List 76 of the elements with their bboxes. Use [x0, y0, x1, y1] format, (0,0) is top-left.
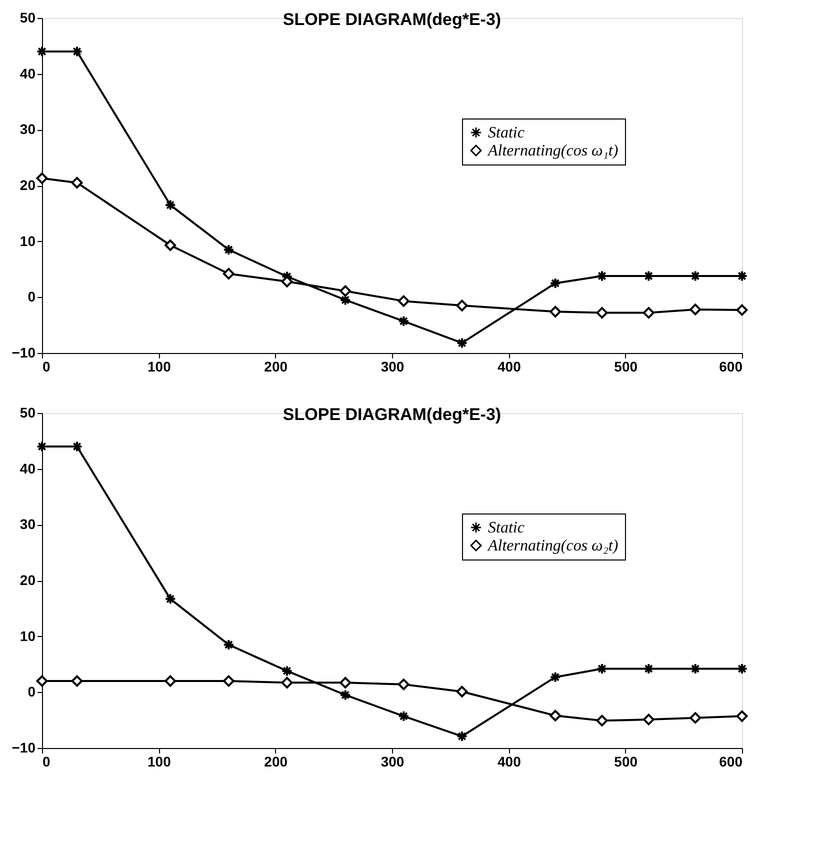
x-tick-label: 200 [264, 754, 288, 770]
point [456, 730, 468, 742]
point [596, 714, 608, 726]
x-tick-label: 400 [497, 358, 522, 374]
point [596, 307, 608, 319]
y-tick-label: 0 [28, 684, 36, 700]
point [222, 638, 234, 650]
x-tick-label: 300 [380, 358, 404, 374]
point [550, 671, 562, 683]
x-tick-label: 200 [264, 358, 288, 374]
y-tick-label: 0 [28, 288, 36, 305]
y-tick-label: 10 [20, 232, 36, 249]
point [398, 678, 410, 690]
point [36, 172, 48, 184]
point [281, 676, 293, 688]
point [456, 337, 468, 349]
x-tick-label: 400 [497, 754, 522, 770]
x-tick-label: 0 [42, 754, 50, 770]
chart-title: SLOPE DIAGRAM(deg*E-3) [282, 10, 502, 29]
point [550, 277, 562, 289]
point [340, 294, 352, 306]
legend-label: Alternating(cos ω₂t) [487, 538, 618, 554]
y-tick-label: 20 [20, 572, 36, 588]
point [164, 593, 176, 605]
point [340, 285, 352, 297]
y-tick-label: 30 [20, 516, 36, 532]
point [690, 712, 702, 724]
point [456, 686, 468, 698]
point [398, 315, 410, 327]
point [398, 710, 410, 722]
x-tick-label: 600 [719, 358, 743, 374]
point [71, 176, 83, 188]
point [71, 675, 83, 687]
legend-label: Static [488, 124, 524, 142]
legend-label: Alternating(cos ω₁t) [487, 142, 618, 160]
point [456, 300, 468, 312]
y-tick-label: 10 [20, 628, 36, 644]
point [736, 304, 748, 316]
y-tick-label: −10 [12, 344, 36, 360]
point [642, 662, 654, 674]
x-tick-label: 500 [614, 754, 638, 770]
point [164, 675, 176, 687]
y-tick-label: 50 [20, 10, 36, 26]
y-tick-label: 30 [20, 121, 36, 138]
point [550, 710, 562, 722]
point [340, 676, 352, 688]
x-tick-label: 0 [42, 358, 50, 374]
legend-label: Static [488, 520, 524, 536]
x-tick-label: 100 [147, 754, 172, 770]
point [164, 240, 176, 251]
y-tick-label: 20 [20, 177, 36, 193]
point [736, 710, 748, 722]
point [398, 295, 410, 307]
point [36, 675, 48, 687]
x-tick-label: 600 [719, 754, 743, 770]
point [164, 199, 176, 211]
point [222, 675, 234, 687]
point [550, 306, 562, 318]
point [736, 662, 748, 674]
x-tick-label: 100 [147, 358, 172, 374]
y-tick-label: 40 [20, 65, 36, 82]
point [690, 304, 702, 316]
point [340, 689, 352, 701]
point [642, 307, 654, 319]
point [690, 662, 702, 674]
y-tick-label: 40 [20, 460, 36, 476]
x-tick-label: 300 [380, 754, 404, 770]
point [222, 244, 234, 256]
point [596, 662, 608, 674]
point [222, 268, 234, 280]
x-tick-label: 500 [614, 358, 638, 374]
point [642, 714, 654, 726]
y-tick-label: −10 [12, 740, 36, 756]
y-tick-label: 50 [20, 404, 36, 420]
point [281, 665, 293, 677]
chart-title: SLOPE DIAGRAM(deg*E-3) [282, 405, 502, 424]
